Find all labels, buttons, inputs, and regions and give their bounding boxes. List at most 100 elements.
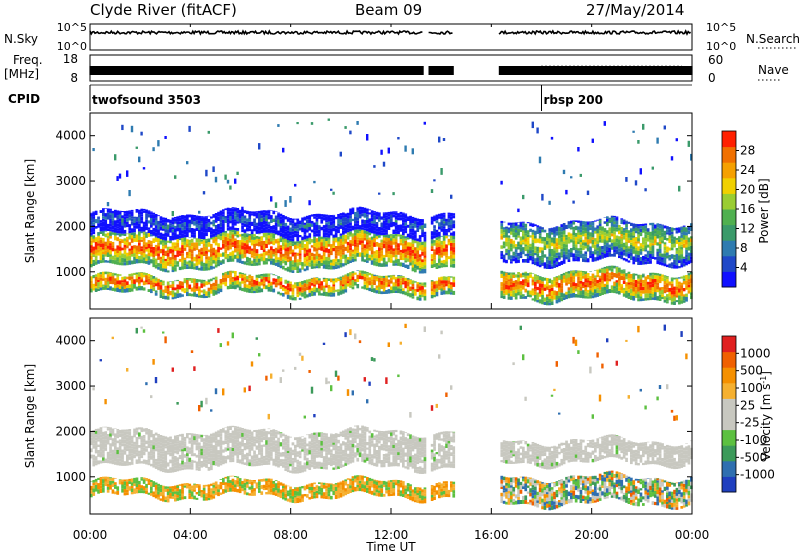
heatmap-cell [214,249,218,255]
heatmap-cell [543,229,547,233]
heatmap-cell [260,226,264,230]
heatmap-cell [181,233,184,238]
heatmap-cell [126,252,129,257]
heatmap-cell [186,433,189,434]
heatmap-cell [354,272,357,275]
heatmap-cell [92,387,95,391]
heatmap-cell [385,261,388,265]
heatmap-cell [423,121,426,125]
heatmap-cell [286,239,290,243]
heatmap-cell [531,288,535,291]
heatmap-cell [99,427,103,430]
heatmap-cell [526,275,530,280]
heatmap-cell [90,454,93,459]
heatmap-cell [622,252,626,256]
heatmap-cell [212,289,216,294]
heatmap-cell [166,294,170,297]
heatmap-cell [334,246,338,250]
heatmap-cell [500,295,504,299]
heatmap-cell [248,278,252,281]
heatmap-cell [212,255,216,261]
heatmap-cell [126,441,129,445]
heatmap-cell [200,231,204,235]
heatmap-cell [128,429,132,432]
heatmap-cell [114,227,117,231]
heatmap-cell [102,457,105,461]
heatmap-cell [572,253,576,258]
heatmap-cell [356,220,360,224]
heatmap-cell [308,227,312,231]
heatmap-cell [318,225,321,230]
heatmap-cell [680,288,684,291]
heatmap-cell [294,297,297,301]
heatmap-cell [99,447,103,452]
heatmap-cell [332,215,336,221]
heatmap-cell [178,217,182,222]
heatmap-cell [637,226,640,229]
heatmap-cell [248,221,252,226]
heatmap-cell [90,245,93,249]
heatmap-cell [128,233,132,236]
heatmap-cell [644,256,648,260]
freq-tick-top: 18 [63,52,78,66]
heatmap-cell [258,274,261,275]
heatmap-cell [690,238,693,243]
heatmap-cell [392,251,396,255]
heatmap-cell [579,272,583,277]
heatmap-cell [423,234,427,237]
heatmap-cell [99,274,103,278]
heatmap-cell [126,479,129,482]
heatmap-cell [361,286,364,289]
heatmap-cell [608,238,612,243]
heatmap-cell [123,461,127,466]
heatmap-cell [214,264,218,268]
heatmap-cell [661,228,664,233]
heatmap-cell [579,226,583,230]
heatmap-cell [606,230,609,234]
heatmap-cell [186,231,189,235]
heatmap-cell [147,433,151,437]
heatmap-cell [274,230,278,235]
heatmap-cell [145,249,148,252]
heatmap-cell [666,229,669,233]
heatmap-cell [310,288,314,291]
heatmap-cell [404,222,408,226]
heatmap-cell [262,249,266,252]
heatmap-cell [397,286,400,289]
heatmap-cell [656,279,660,283]
heatmap-cell [109,229,112,232]
heatmap-cell [241,280,244,284]
heatmap-cell [92,216,96,219]
heatmap-cell [166,488,170,492]
heatmap-cell [685,275,688,279]
heatmap-cell [123,485,127,489]
heatmap-cell [286,247,290,252]
heatmap-cell [315,255,319,260]
heatmap-cell [152,433,156,438]
heatmap-cell [176,484,180,486]
heatmap-cell [190,220,194,225]
heatmap-cell [670,277,674,279]
heatmap-cell [121,479,124,482]
heatmap-cell [435,237,439,241]
heatmap-cell [322,264,326,269]
heatmap-cell [507,249,511,254]
heatmap-cell [121,429,124,434]
freq-trace [89,66,693,75]
heatmap-cell [176,227,180,232]
heatmap-cell [603,287,607,290]
heatmap-cell [399,239,403,243]
heatmap-cell [258,230,261,234]
heatmap-cell [423,257,427,260]
heatmap-cell [303,283,307,288]
heatmap-cell [649,242,652,247]
heatmap-cell [514,284,518,287]
heatmap-cell [118,240,122,244]
heatmap-cell [126,429,129,432]
heatmap-cell [306,235,309,239]
heatmap-cell [99,260,103,264]
heatmap-cell [397,213,400,218]
heatmap-cell [642,237,645,242]
heatmap-cell [591,221,595,226]
heatmap-cell [654,275,657,279]
